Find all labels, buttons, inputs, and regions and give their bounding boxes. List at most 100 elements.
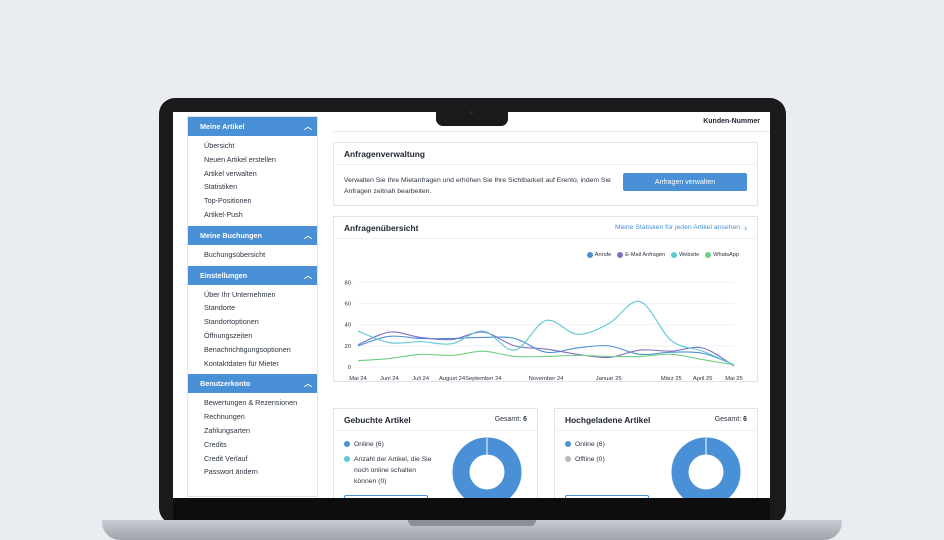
section-header[interactable]: Benutzerkonto ︿	[188, 374, 317, 394]
x-tick-label: Juni 24	[380, 376, 399, 381]
series-line-2	[357, 300, 735, 366]
total-value: 6	[743, 416, 747, 423]
sidebar-item-benachrichtigungen[interactable]: Benachrichtigungsoptionen	[204, 344, 291, 354]
sidebar-item-standortoptionen[interactable]: Standortoptionen	[204, 317, 259, 327]
total-count: Gesamt: 6	[715, 416, 747, 423]
sidebar-item-artikel-push[interactable]: Artikel-Push	[204, 209, 243, 219]
card-title: Anfragenverwaltung	[344, 148, 425, 159]
total-label: Gesamt:	[714, 416, 742, 423]
dashboard-screen: Meine Artikel ︿ Übersicht Neuen Artikel …	[173, 112, 770, 498]
series-line-1	[357, 331, 735, 367]
sidebar-item-buchungsuebersicht[interactable]: Buchungsübersicht	[204, 249, 266, 259]
sidebar-section-einstellungen: Einstellungen ︿ Über Ihr Unternehmen Sta…	[188, 265, 317, 375]
customer-number-label: Kunden-Nummer	[703, 118, 760, 125]
legend-item-whatsapp: WhatsApp	[705, 252, 739, 258]
laptop-bezel-bottom	[173, 498, 770, 520]
legend-swatch	[344, 456, 350, 462]
legend-item-available: Anzahl der Artikel, die Sie noch online …	[344, 454, 432, 487]
sidebar-item-neuen-artikel[interactable]: Neuen Artikel erstellen	[204, 154, 276, 164]
camera-icon	[470, 111, 473, 114]
top-bar: Kunden-Nummer	[333, 112, 770, 132]
sidebar-item-bewertungen[interactable]: Bewertungen & Rezensionen	[204, 398, 298, 408]
sidebar-item-credits[interactable]: Credits	[204, 439, 227, 449]
section-title: Meine Buchungen	[200, 230, 262, 240]
x-tick-label: November 24	[529, 376, 565, 381]
legend-label: WhatsApp	[713, 252, 739, 258]
section-title: Benutzerkonto	[200, 379, 251, 389]
requests-card: Anfragenverwaltung Verwalten Sie Ihre Mi…	[333, 142, 758, 206]
sidebar-item-passwort[interactable]: Passwort ändern	[204, 467, 258, 477]
sidebar-item-artikel-verwalten[interactable]: Artikel verwalten	[204, 168, 257, 178]
legend-label: Anrufe	[594, 252, 612, 258]
chevron-right-icon: ›	[744, 222, 747, 233]
sidebar-item-kontaktdaten[interactable]: Kontaktdaten für Mieter	[204, 358, 279, 368]
uploaded-legend: Online (6) Offline (0)	[565, 439, 653, 469]
x-tick-label: April 25	[693, 376, 713, 381]
legend-label: Online (6)	[575, 441, 605, 448]
uploaded-donut-chart	[671, 437, 741, 498]
legend-swatch	[565, 441, 571, 447]
legend-label: Anzahl der Artikel, die Sie noch online …	[354, 456, 432, 485]
x-tick-label: August 24	[439, 376, 466, 381]
booked-action-button[interactable]	[344, 495, 428, 498]
sidebar-item-top-positionen[interactable]: Top-Positionen	[204, 196, 252, 206]
series-line-3	[357, 350, 735, 366]
legend-item-online: Online (6)	[344, 439, 432, 450]
legend-item-online: Online (6)	[565, 439, 653, 450]
manage-requests-button[interactable]: Anfragen verwalten	[623, 173, 747, 191]
section-header[interactable]: Meine Buchungen ︿	[188, 225, 317, 245]
sidebar-item-zahlungsarten[interactable]: Zahlungsarten	[204, 425, 250, 435]
booked-donut-chart	[452, 437, 522, 498]
legend-label: Website	[679, 252, 700, 258]
requests-line-chart: 0 20 40 60 80 Mai 24 Juni 24 Juli 24 August 24 Se…	[345, 280, 743, 381]
legend-item-email: E-Mail Anfragen	[617, 252, 665, 258]
x-tick-label: Mai 25	[725, 376, 742, 381]
sidebar-item-rechnungen[interactable]: Rechnungen	[204, 412, 245, 422]
legend-swatch	[586, 252, 593, 258]
uploaded-items-card: Hochgeladene Artikel Gesamt: 6 Online (6…	[554, 408, 758, 498]
sidebar-nav: Meine Artikel ︿ Übersicht Neuen Artikel …	[187, 116, 318, 497]
sidebar-item-oeffnungszeiten[interactable]: Öffnungszeiten	[204, 330, 253, 340]
requests-overview-card: Anfragenübersicht Meine Statisken für je…	[333, 216, 758, 382]
legend-swatch	[705, 252, 712, 258]
y-tick-label: 40	[345, 323, 351, 329]
booked-legend: Online (6) Anzahl der Artikel, die Sie n…	[344, 439, 432, 491]
legend-swatch	[671, 252, 678, 258]
booked-items-card: Gebuchte Artikel Gesamt: 6 Online (6) An…	[333, 408, 538, 498]
card-title: Hochgeladene Artikel	[565, 414, 651, 425]
chart-legend: Anrufe E-Mail Anfragen Website WhatsApp	[586, 252, 739, 258]
laptop-base	[102, 520, 842, 540]
legend-item-website: Website	[671, 252, 699, 258]
section-title: Einstellungen	[200, 270, 248, 280]
sidebar-section-benutzerkonto: Benutzerkonto ︿ Bewertungen & Rezensione…	[188, 374, 317, 483]
sidebar-item-uebersicht[interactable]: Übersicht	[204, 141, 235, 150]
sidebar-item-standorte[interactable]: Standorte	[204, 303, 236, 313]
legend-label: Offline (0)	[575, 456, 605, 463]
section-header[interactable]: Meine Artikel ︿	[188, 117, 317, 136]
sidebar-item-statistiken[interactable]: Statistiken	[204, 182, 238, 192]
total-count: Gesamt: 6	[495, 416, 527, 423]
uploaded-action-button[interactable]	[565, 495, 649, 498]
statistics-link[interactable]: Meine Statisken für jeden Artikel ansehe…	[615, 223, 747, 233]
legend-item-anrufe: Anrufe	[586, 252, 612, 258]
camera-notch	[436, 112, 508, 126]
y-tick-label: 80	[345, 280, 351, 286]
x-tick-label: Juli 24	[412, 376, 430, 381]
sidebar-item-credit-verlauf[interactable]: Credit Verlauf	[204, 453, 248, 463]
section-header[interactable]: Einstellungen ︿	[188, 265, 317, 285]
legend-item-offline: Offline (0)	[565, 454, 653, 465]
section-title: Meine Artikel	[200, 122, 245, 131]
chevron-up-icon[interactable]: ︿	[304, 230, 312, 240]
card-title: Gebuchte Artikel	[344, 414, 411, 425]
x-tick-label: März 25	[661, 376, 682, 381]
chevron-up-icon[interactable]: ︿	[304, 270, 312, 280]
chevron-up-icon[interactable]: ︿	[304, 379, 312, 389]
legend-swatch	[344, 441, 350, 447]
x-tick-label: Mai 24	[349, 376, 367, 381]
x-tick-label: Januar 25	[596, 376, 622, 381]
card-title: Anfragenübersicht	[344, 222, 419, 233]
legend-swatch	[617, 252, 624, 258]
sidebar-section-meine-artikel: Meine Artikel ︿ Übersicht Neuen Artikel …	[188, 117, 317, 226]
sidebar-item-unternehmen[interactable]: Über Ihr Unternehmen	[204, 289, 276, 299]
chevron-up-icon[interactable]: ︿	[304, 122, 312, 131]
